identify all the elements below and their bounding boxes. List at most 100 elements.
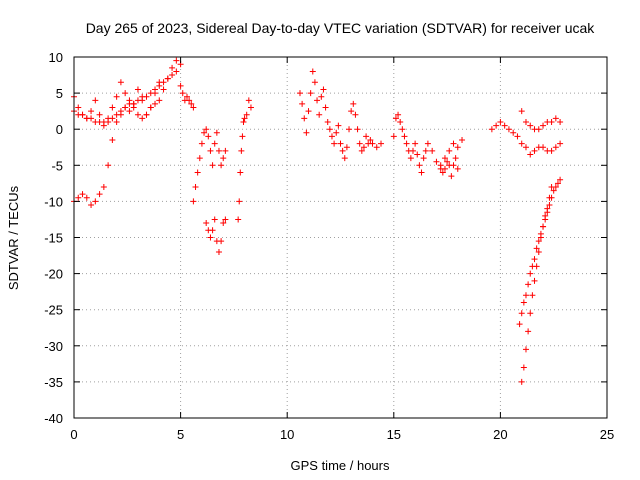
data-point	[203, 220, 210, 227]
data-point	[535, 248, 542, 255]
data-point	[341, 155, 348, 162]
series-arc-m	[518, 183, 555, 385]
data-point	[238, 147, 245, 154]
data-point	[156, 82, 163, 89]
data-point	[126, 108, 133, 115]
data-point	[190, 104, 197, 111]
x-axis-label: GPS time / hours	[291, 458, 390, 473]
data-point	[326, 126, 333, 133]
data-point	[134, 86, 141, 93]
data-point	[88, 115, 95, 122]
y-tick-label: -30	[44, 339, 63, 354]
series-arc-h	[390, 111, 466, 176]
data-point	[134, 97, 141, 104]
data-point	[454, 144, 461, 151]
data-point	[557, 176, 564, 183]
data-point	[348, 108, 355, 115]
data-point	[546, 194, 553, 201]
data-point	[75, 104, 82, 111]
series-arc-j	[488, 118, 564, 158]
series-arc-g	[296, 68, 385, 162]
data-point	[533, 263, 540, 270]
x-tick-label: 10	[280, 427, 294, 442]
data-point	[183, 93, 190, 100]
data-point	[395, 111, 402, 118]
data-point	[518, 378, 525, 385]
data-point	[194, 169, 201, 176]
data-point	[117, 79, 124, 86]
data-point	[179, 90, 186, 97]
data-point	[243, 111, 250, 118]
ticks-layer: 0 5 10 15 20 25 -40 -35 -30 -25 -20 -15 -10 -5 0 5 10	[44, 50, 614, 442]
data-point	[446, 147, 453, 154]
data-point	[350, 100, 357, 107]
data-point	[531, 147, 538, 154]
series-arc-e	[203, 216, 229, 255]
data-point	[424, 140, 431, 147]
y-tick-label: -20	[44, 267, 63, 282]
y-tick-label: -35	[44, 375, 63, 390]
data-point	[454, 165, 461, 172]
data-point	[316, 111, 323, 118]
x-tick-label: 20	[493, 427, 507, 442]
data-point	[190, 198, 197, 205]
data-point	[105, 118, 112, 125]
data-point	[548, 118, 555, 125]
series-arc-k	[518, 108, 564, 133]
data-point	[241, 115, 248, 122]
data-point	[339, 147, 346, 154]
data-point	[429, 147, 436, 154]
data-point	[444, 158, 451, 165]
data-point	[527, 151, 534, 158]
data-point	[173, 68, 180, 75]
data-point	[299, 100, 306, 107]
data-point	[414, 151, 421, 158]
series-arc-b	[71, 68, 197, 129]
data-point	[373, 144, 380, 151]
data-point	[520, 299, 527, 306]
data-point	[169, 64, 176, 71]
data-point	[122, 104, 129, 111]
data-point	[343, 144, 350, 151]
data-point	[420, 155, 427, 162]
data-point	[557, 118, 564, 125]
data-point	[518, 140, 525, 147]
points-layer	[71, 57, 564, 385]
data-point	[390, 133, 397, 140]
data-point	[514, 133, 521, 140]
chart-title: Day 265 of 2023, Sidereal Day-to-day VTE…	[86, 20, 596, 36]
data-point	[143, 93, 150, 100]
data-point	[109, 115, 116, 122]
data-point	[335, 122, 342, 129]
data-point	[452, 155, 459, 162]
series-arc-a	[71, 57, 184, 125]
data-point	[169, 72, 176, 79]
data-point	[160, 86, 167, 93]
data-point	[215, 147, 222, 154]
data-point	[522, 346, 529, 353]
data-point	[105, 162, 112, 169]
data-point	[152, 100, 159, 107]
data-point	[535, 126, 542, 133]
data-point	[126, 97, 133, 104]
data-point	[113, 93, 120, 100]
data-point	[196, 155, 203, 162]
y-tick-label: 5	[56, 86, 63, 101]
data-point	[240, 118, 247, 125]
data-point	[527, 122, 534, 129]
data-point	[403, 140, 410, 147]
x-tick-label: 15	[387, 427, 401, 442]
data-point	[173, 57, 180, 64]
data-point	[83, 194, 90, 201]
data-point	[459, 137, 466, 144]
data-point	[147, 90, 154, 97]
data-point	[527, 270, 534, 277]
data-point	[96, 111, 103, 118]
data-point	[307, 90, 314, 97]
data-point	[337, 140, 344, 147]
data-point	[540, 122, 547, 129]
series-arc-c	[71, 97, 163, 209]
data-point	[186, 97, 193, 104]
data-point	[493, 122, 500, 129]
